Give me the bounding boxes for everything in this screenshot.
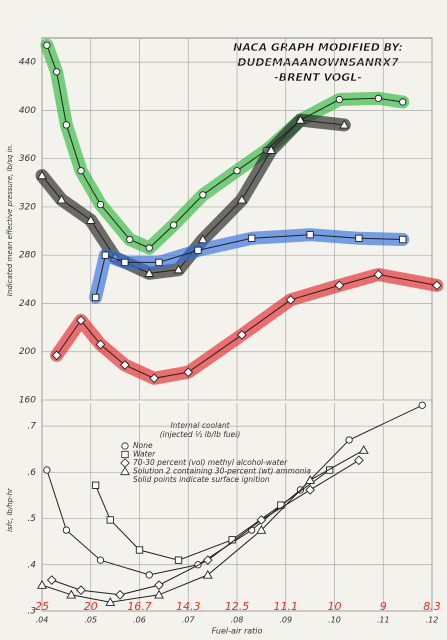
data-point bbox=[92, 482, 98, 488]
x-tick-label: .09 bbox=[279, 616, 292, 625]
legend-subtitle: (injected ½ lb/lb fuel) bbox=[160, 430, 241, 439]
chart-title: NACA GRAPH MODIFIED BY: bbox=[233, 41, 403, 54]
data-point bbox=[356, 235, 362, 241]
data-point bbox=[122, 259, 128, 265]
data-point bbox=[336, 96, 342, 102]
y-tick-label: 200 bbox=[19, 347, 36, 357]
legend-note: Solid points indicate surface ignition bbox=[133, 475, 270, 484]
data-point bbox=[92, 294, 98, 300]
y-tick-label: .6 bbox=[27, 468, 36, 478]
y-tick-label: 160 bbox=[19, 396, 36, 406]
data-point bbox=[102, 252, 108, 258]
data-point bbox=[107, 517, 113, 523]
air-fuel-label: 9 bbox=[380, 600, 387, 613]
data-point bbox=[156, 259, 162, 265]
data-point bbox=[146, 245, 152, 251]
y-tick-label: 400 bbox=[19, 106, 36, 116]
y-tick-label: .4 bbox=[27, 560, 36, 570]
data-point bbox=[127, 236, 133, 242]
data-point bbox=[346, 437, 352, 443]
air-fuel-label: 12.5 bbox=[225, 600, 250, 613]
data-point bbox=[63, 122, 69, 128]
data-point bbox=[97, 201, 103, 207]
y-tick-label: 280 bbox=[19, 251, 36, 261]
y-axis-label: Indicated mean effective pressure, lb/sq… bbox=[6, 144, 14, 296]
data-point bbox=[234, 168, 240, 174]
y-axis-label: isfc, lb/hp-hr bbox=[6, 487, 14, 532]
chart-title: DUDEMAAANOWNSANRX7 bbox=[237, 56, 399, 69]
data-point bbox=[419, 402, 425, 408]
data-point bbox=[400, 99, 406, 105]
data-point bbox=[307, 231, 313, 237]
data-point bbox=[175, 557, 181, 563]
y-tick-label: 440 bbox=[19, 58, 36, 68]
chart-title: -BRENT VOGL- bbox=[274, 71, 362, 84]
legend-marker bbox=[122, 451, 128, 457]
x-tick-label: .12 bbox=[426, 616, 439, 625]
data-point bbox=[400, 236, 406, 242]
data-point bbox=[78, 168, 84, 174]
air-fuel-label: 16.7 bbox=[127, 600, 152, 613]
y-tick-label: 320 bbox=[19, 202, 36, 212]
air-fuel-label: 25 bbox=[35, 600, 49, 613]
x-tick-label: .06 bbox=[133, 616, 146, 625]
x-tick-label: .08 bbox=[231, 616, 244, 625]
data-point bbox=[375, 95, 381, 101]
data-point bbox=[195, 247, 201, 253]
data-point bbox=[44, 42, 50, 48]
y-tick-label: .5 bbox=[27, 514, 36, 524]
y-tick-label: 240 bbox=[19, 299, 36, 309]
air-fuel-label: 8.3 bbox=[423, 600, 441, 613]
data-point bbox=[136, 547, 142, 553]
data-point bbox=[146, 572, 152, 578]
x-axis-label: Fuel-air ratio bbox=[212, 627, 263, 636]
x-tick-label: .11 bbox=[377, 616, 390, 625]
air-fuel-label: 20 bbox=[84, 600, 98, 613]
air-fuel-label: 11.1 bbox=[274, 600, 299, 613]
legend-marker bbox=[122, 443, 128, 449]
y-tick-label: .7 bbox=[27, 422, 36, 432]
data-point bbox=[170, 222, 176, 228]
legend-title: Internal coolant bbox=[170, 421, 230, 430]
y-tick-label: 360 bbox=[19, 154, 36, 164]
data-point bbox=[44, 467, 50, 473]
x-tick-label: .05 bbox=[84, 616, 97, 625]
data-point bbox=[53, 69, 59, 75]
data-point bbox=[200, 192, 206, 198]
data-point bbox=[248, 235, 254, 241]
x-tick-label: .07 bbox=[182, 616, 196, 625]
data-point bbox=[63, 527, 69, 533]
air-fuel-label: 14.3 bbox=[176, 600, 201, 613]
x-tick-label: .04 bbox=[36, 616, 49, 625]
air-fuel-label: 10 bbox=[328, 600, 342, 613]
data-point bbox=[97, 557, 103, 563]
x-tick-label: .10 bbox=[328, 616, 341, 625]
